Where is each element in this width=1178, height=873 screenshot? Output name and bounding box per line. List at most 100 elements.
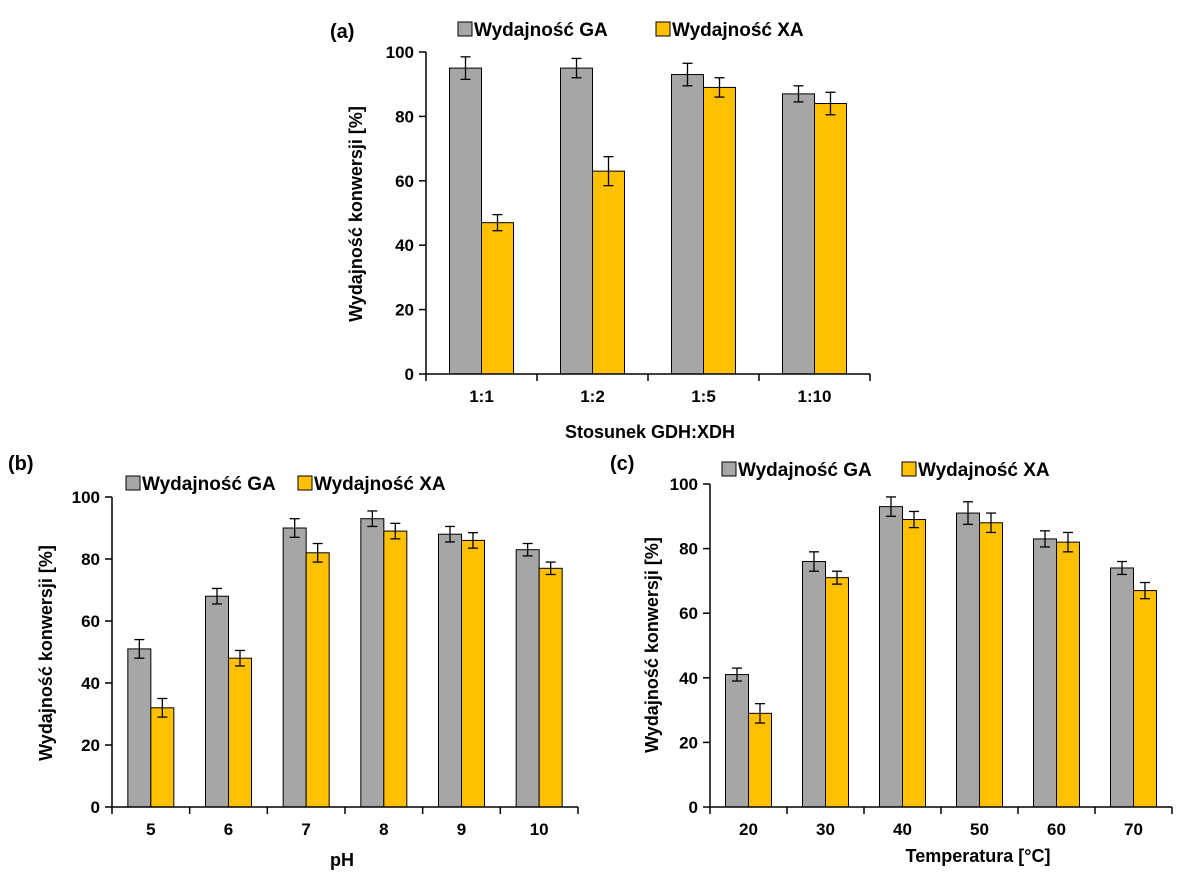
legend-c: Wydajność GA Wydajność XA (721, 460, 1050, 481)
error-bar-ga-7 (289, 518, 300, 538)
error-bar-ga-20 (732, 667, 742, 682)
plot-area-a: 1:1 1:2 1:5 1:10 0 20 40 60 80 100 (386, 43, 871, 406)
y-tick-label: 0 (689, 798, 698, 817)
bar-xa-70 (1133, 590, 1157, 808)
error-bar-xa-10 (545, 561, 556, 576)
error-bar-ga-30 (809, 551, 819, 572)
error-bar-ga-40 (886, 496, 896, 517)
error-bar-xa-8 (390, 522, 401, 540)
bar-xa-8 (383, 530, 408, 808)
error-bar-xa-1-2 (603, 155, 614, 187)
error-bar-xa-60 (1063, 531, 1073, 553)
bar-xa-1-5 (703, 86, 736, 375)
bar-ga-50 (956, 512, 980, 808)
x-tick-label: 60 (1047, 820, 1066, 839)
legend-label-xa: Wydajność XA (314, 474, 446, 495)
error-bar-ga-50 (963, 501, 973, 526)
legend-label-xa: Wydajność XA (918, 460, 1050, 481)
error-bar-xa-1-5 (714, 77, 725, 98)
y-tick-label: 0 (405, 365, 414, 384)
x-axis-label-c: Temperatura [°C] (906, 846, 1051, 866)
y-tick-label: 60 (679, 604, 698, 623)
x-tick-label: 6 (224, 820, 233, 839)
x-tick-label: 10 (530, 820, 549, 839)
bar-ga-9 (438, 533, 462, 808)
panel-b: (b) Wydajność GA Wydajność XA 5 6 7 8 9 10020… (8, 453, 579, 870)
error-bar-xa-9 (468, 532, 478, 549)
error-bar-xa-30 (832, 570, 842, 585)
y-tick-label: 100 (386, 43, 414, 62)
x-axis-label-a: Stosunek GDH:XDH (565, 422, 735, 442)
bar-ga-8 (360, 518, 385, 808)
x-tick-label: 20 (739, 820, 758, 839)
x-tick-label: 7 (301, 820, 310, 839)
x-tick-label: 5 (146, 820, 155, 839)
x-tick-label: 40 (893, 820, 912, 839)
legend-swatch-ga (125, 475, 141, 491)
error-bar-ga-10 (522, 542, 533, 557)
y-axis-label-a: Wydajność konwersji [%] (346, 106, 366, 322)
panel-a: (a) Wydajność GA Wydajność XA 1:1 1:2 1:5 1… (330, 20, 871, 442)
x-tick-label: 1:2 (580, 387, 605, 406)
legend-a: Wydajność GA Wydajność XA (457, 20, 804, 41)
panel-label-c: (c) (610, 453, 634, 475)
panel-label-a: (a) (330, 21, 354, 43)
bar-ga-7 (282, 527, 307, 808)
bar-xa-6 (228, 657, 252, 808)
error-bar-ga-1-2 (571, 57, 582, 79)
error-bar-xa-20 (755, 702, 765, 724)
bar-ga-30 (802, 561, 826, 808)
error-bar-ga-5 (134, 638, 145, 659)
bar-xa-1-10 (814, 103, 847, 375)
y-tick-label: 100 (670, 475, 698, 494)
legend-b: Wydajność GA Wydajność XA (125, 474, 446, 495)
bar-ga-60 (1033, 538, 1057, 808)
panel-label-b: (b) (8, 453, 34, 475)
error-bar-xa-1-10 (825, 91, 836, 116)
bar-xa-7 (305, 552, 330, 808)
bar-xa-50 (979, 522, 1003, 808)
error-bar-ga-9 (445, 525, 455, 543)
x-axis-label-b: pH (330, 850, 354, 870)
legend-label-ga: Wydajność GA (474, 20, 608, 41)
plot-area-c: 20 30 40 50 60 70 0 20 40 60 80 100 (670, 475, 1173, 839)
error-bar-xa-7 (312, 542, 323, 563)
y-tick-label: 20 (679, 733, 698, 752)
bar-xa-1-1 (481, 222, 514, 375)
bar-xa-10 (538, 567, 563, 808)
y-tick-label: 80 (81, 550, 100, 569)
y-tick-label: 80 (679, 540, 698, 559)
legend-swatch-xa (901, 461, 917, 477)
x-tick-label: 50 (970, 820, 989, 839)
bar-xa-30 (825, 577, 849, 808)
bar-xa-5 (150, 707, 175, 808)
bar-xa-40 (902, 519, 926, 808)
legend-swatch-xa (297, 475, 313, 491)
bar-ga-20 (725, 674, 749, 808)
error-bar-xa-5 (157, 697, 168, 718)
bar-xa-9 (461, 539, 485, 808)
y-tick-label: 40 (81, 674, 100, 693)
legend-label-xa: Wydajność XA (672, 20, 804, 41)
error-bar-ga-1-5 (682, 62, 693, 87)
error-bar-xa-40 (909, 510, 919, 529)
error-bar-ga-70 (1117, 560, 1127, 576)
y-tick-label: 60 (395, 172, 414, 191)
y-tick-label: 60 (81, 612, 100, 631)
y-tick-label: 100 (72, 488, 100, 507)
error-bar-ga-60 (1040, 530, 1050, 548)
y-axis-label-c: Wydajność konwersji [%] (642, 537, 662, 753)
bar-ga-1-10 (782, 93, 815, 375)
bar-ga-6 (205, 595, 229, 808)
x-tick-label: 9 (457, 820, 466, 839)
bar-ga-1-5 (671, 74, 704, 375)
y-tick-label: 40 (679, 669, 698, 688)
y-tick-label: 20 (81, 736, 100, 755)
panel-c: (c) Wydajność GA Wydajność XA 20 30 40 50 60… (610, 453, 1173, 866)
legend-swatch-ga (721, 461, 737, 477)
error-bar-ga-6 (212, 587, 222, 605)
x-tick-label: 30 (816, 820, 835, 839)
error-bar-ga-8 (367, 510, 378, 528)
